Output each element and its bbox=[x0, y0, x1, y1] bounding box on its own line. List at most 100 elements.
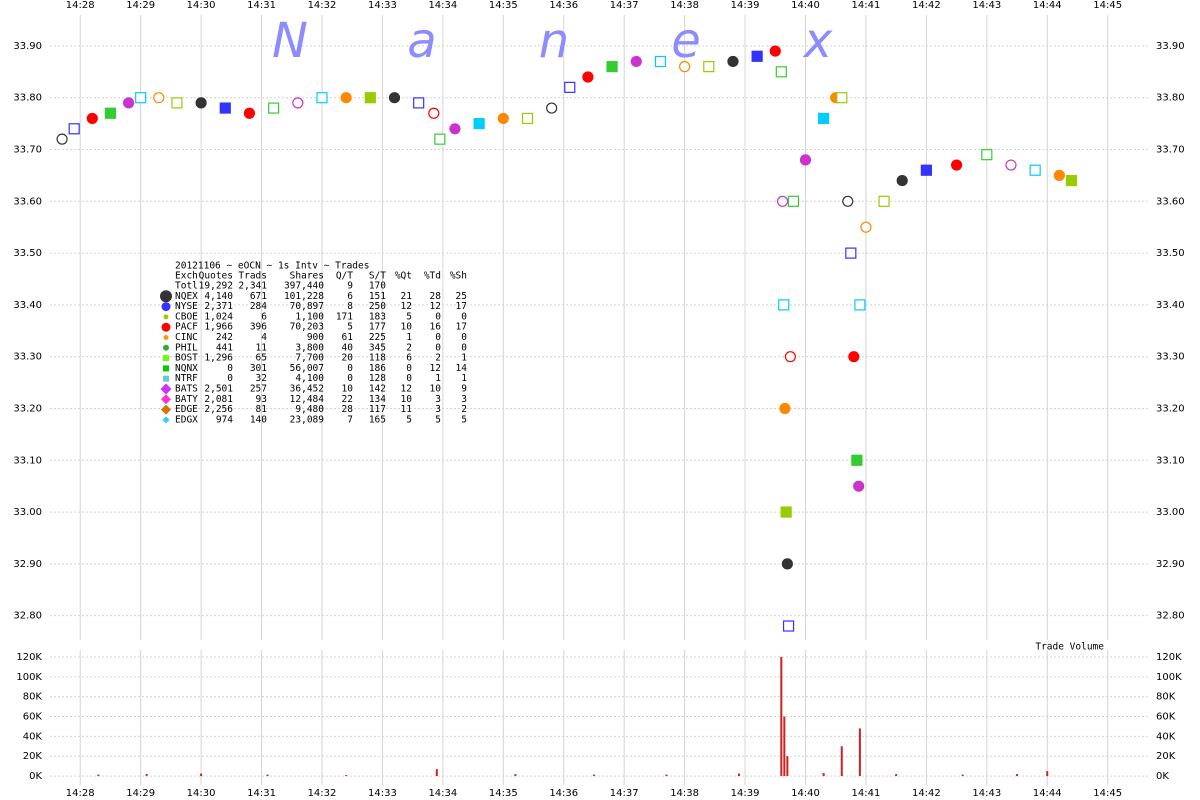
legend-cell: 61 bbox=[342, 332, 354, 343]
x-tick-label: 14:29 bbox=[126, 788, 155, 799]
legend-cell: NQEX bbox=[175, 291, 198, 302]
x-tick-label: 14:39 bbox=[731, 788, 760, 799]
trade-point bbox=[799, 154, 812, 166]
y-tick-label-right: 32.90 bbox=[1156, 559, 1185, 570]
trade-point bbox=[1005, 159, 1017, 171]
trade-point bbox=[848, 351, 860, 363]
legend-cell: 0 bbox=[461, 332, 467, 343]
y-tick-label-right: 33.00 bbox=[1156, 507, 1185, 518]
trade-point bbox=[364, 92, 376, 104]
legend-cell: 7,700 bbox=[295, 353, 324, 364]
trade-point bbox=[219, 102, 231, 114]
legend-cell: 10 bbox=[401, 322, 413, 333]
legend-cell: 9 bbox=[347, 281, 353, 292]
legend-cell: 171 bbox=[336, 311, 353, 322]
legend-header: S/T bbox=[369, 271, 386, 282]
trade-point bbox=[896, 174, 908, 187]
trade-point bbox=[497, 112, 509, 125]
legend-cell: 257 bbox=[250, 384, 267, 395]
trade-point bbox=[784, 351, 796, 363]
x-tick-label: 14:39 bbox=[731, 0, 760, 11]
x-tick-label: 14:42 bbox=[912, 0, 941, 11]
grid bbox=[50, 15, 1150, 785]
legend-cell: 441 bbox=[216, 342, 233, 353]
trade-point bbox=[853, 480, 865, 492]
legend-cell: 9,480 bbox=[295, 404, 324, 415]
legend-marker bbox=[163, 335, 169, 340]
trade-point bbox=[878, 195, 890, 207]
trade-point bbox=[851, 454, 863, 466]
x-tick-label: 14:42 bbox=[912, 788, 941, 799]
y-tick-label-right: 32.80 bbox=[1156, 611, 1185, 622]
y-tick-label: 40K bbox=[23, 731, 43, 742]
trade-point bbox=[818, 112, 830, 125]
x-tick-label: 14:29 bbox=[126, 0, 155, 11]
volume-bar bbox=[1016, 774, 1019, 777]
legend-cell: 225 bbox=[369, 332, 386, 343]
legend-cell: 4,140 bbox=[204, 291, 233, 302]
legend-cell: Totl bbox=[175, 281, 198, 292]
trade-point bbox=[727, 55, 739, 68]
y-tick-label-right: 33.50 bbox=[1156, 248, 1185, 259]
legend-cell: 5 bbox=[461, 414, 467, 425]
legend-cell: 1 bbox=[461, 373, 467, 384]
x-tick-label: 14:33 bbox=[368, 788, 397, 799]
y-tick-label: 33.80 bbox=[13, 93, 42, 104]
trade-point bbox=[779, 402, 791, 415]
legend-cell: 4,100 bbox=[295, 373, 324, 384]
trade-point bbox=[564, 81, 576, 93]
y-tick-label: 33.10 bbox=[13, 455, 42, 466]
y-tick-label-right: 33.70 bbox=[1156, 145, 1185, 156]
trade-point bbox=[654, 55, 667, 68]
volume-bar bbox=[345, 775, 348, 777]
y-tick-label: 120K bbox=[16, 652, 42, 663]
legend-cell: 151 bbox=[369, 291, 386, 302]
y-tick-label-right: 33.10 bbox=[1156, 455, 1185, 466]
x-tick-label: 14:34 bbox=[428, 788, 457, 799]
x-tick-label: 14:36 bbox=[549, 788, 578, 799]
y-tick-label-right: 60K bbox=[1156, 712, 1176, 723]
legend-cell: 3 bbox=[461, 394, 467, 405]
legend-cell: 12,484 bbox=[290, 394, 325, 405]
legend-cell: 128 bbox=[369, 373, 386, 384]
legend-marker bbox=[163, 344, 169, 351]
legend-cell: 9 bbox=[461, 384, 467, 395]
y-tick-label-right: 33.80 bbox=[1156, 93, 1185, 104]
y-tick-label-right: 33.20 bbox=[1156, 403, 1185, 414]
legend-cell: 28 bbox=[342, 404, 354, 415]
legend-cell: 5 bbox=[406, 414, 412, 425]
legend-cell: 134 bbox=[369, 394, 386, 405]
legend-cell: 345 bbox=[369, 342, 386, 353]
volume-bar bbox=[858, 728, 861, 777]
legend-cell: 5 bbox=[406, 311, 412, 322]
x-tick-label: 14:28 bbox=[66, 788, 95, 799]
legend-cell: 10 bbox=[430, 384, 442, 395]
trade-point bbox=[920, 164, 932, 176]
y-tick-label-right: 33.40 bbox=[1156, 300, 1185, 311]
legend-cell: 284 bbox=[250, 301, 267, 312]
legend-cell: 6 bbox=[347, 291, 353, 302]
trade-point bbox=[582, 71, 594, 83]
legend-cell: BATY bbox=[175, 394, 198, 405]
legend-cell: 12 bbox=[401, 301, 412, 312]
volume-bar bbox=[145, 774, 148, 777]
legend-cell: 142 bbox=[369, 384, 386, 395]
legend-cell: 165 bbox=[369, 414, 386, 425]
legend-cell: 23,089 bbox=[290, 414, 325, 425]
legend-cell: 242 bbox=[216, 332, 233, 343]
y-tick-label: 33.90 bbox=[13, 41, 42, 52]
y-tick-label-right: 40K bbox=[1156, 731, 1176, 742]
volume-bar bbox=[514, 774, 517, 777]
trade-point bbox=[316, 92, 328, 104]
trade-point bbox=[703, 61, 715, 73]
legend-cell: NTRF bbox=[175, 373, 198, 384]
volume-bar bbox=[895, 774, 898, 777]
legend-cell: 2,341 bbox=[238, 281, 267, 292]
legend-cell: 70,897 bbox=[290, 301, 324, 312]
legend-cell: NYSE bbox=[175, 301, 198, 312]
legend-cell: 101,228 bbox=[284, 291, 324, 302]
trade-point bbox=[1029, 164, 1041, 176]
legend-cell: 6 bbox=[406, 353, 412, 364]
legend-cell: 11 bbox=[401, 404, 413, 415]
